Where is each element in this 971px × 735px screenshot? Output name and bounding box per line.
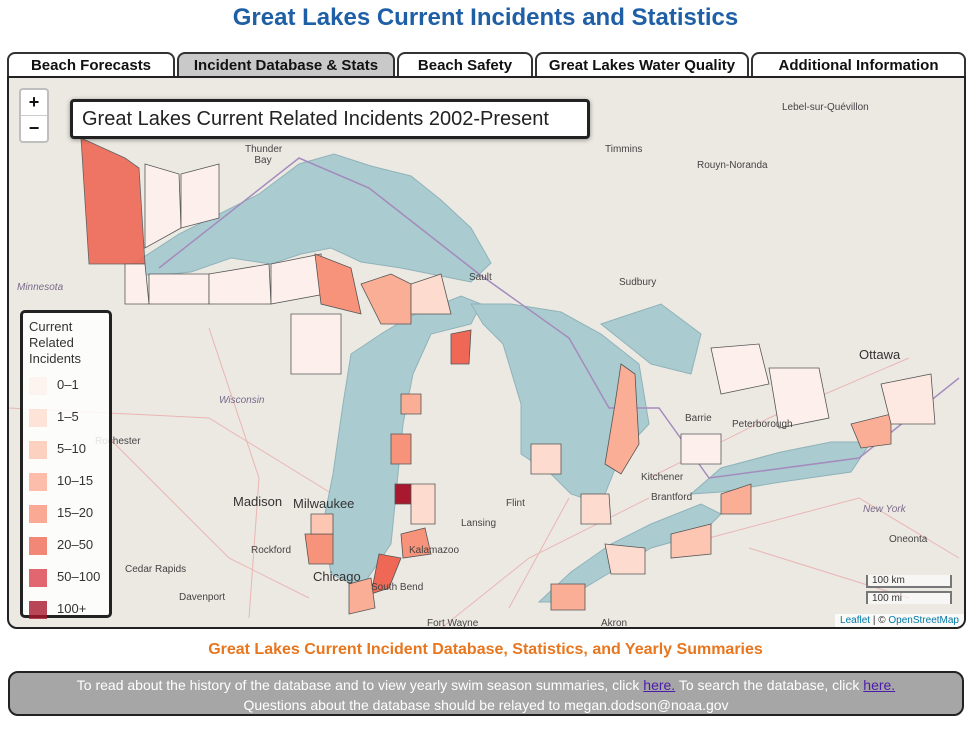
place-label: Madison bbox=[233, 494, 283, 509]
place-label: Rochester bbox=[95, 436, 141, 447]
place-label: Oneonta bbox=[889, 534, 928, 545]
place-label: Cedar Rapids bbox=[125, 564, 187, 575]
scale-km: 100 km bbox=[866, 575, 952, 588]
place-label: Rockford bbox=[251, 545, 292, 556]
tab[interactable]: Great Lakes Water Quality bbox=[535, 52, 749, 76]
map-title: Great Lakes Current Related Incidents 20… bbox=[70, 99, 590, 139]
counties bbox=[80, 137, 936, 615]
place-label: South Bend bbox=[371, 582, 424, 593]
legend-swatch bbox=[29, 441, 47, 459]
osm-link[interactable]: OpenStreetMap bbox=[888, 615, 959, 626]
legend-item: 15–20 bbox=[29, 501, 103, 533]
info-box: To read about the history of the databas… bbox=[8, 671, 964, 716]
place-label: New York bbox=[863, 504, 906, 515]
attribution-sep: | © bbox=[872, 615, 886, 626]
map[interactable]: + − Great Lakes Current Related Incident… bbox=[7, 76, 966, 629]
place-label: Chicago bbox=[313, 569, 361, 584]
legend-swatch bbox=[29, 473, 47, 491]
tab-active[interactable]: Incident Database & Stats bbox=[177, 52, 395, 76]
legend-swatch bbox=[29, 409, 47, 427]
info-line: To read about the history of the databas… bbox=[10, 675, 962, 695]
place-label: Barrie bbox=[685, 413, 712, 424]
place-label: Sault bbox=[469, 272, 492, 283]
roads bbox=[9, 327, 960, 627]
zoom-control: + − bbox=[19, 88, 49, 143]
place-label: Peterborough bbox=[732, 419, 793, 430]
attribution: Leaflet | © OpenStreetMap bbox=[835, 614, 964, 627]
place-label: Brantford bbox=[651, 492, 693, 503]
info-text: To read about the history of the databas… bbox=[76, 677, 640, 693]
legend: Current Related Incidents 0–1 1–5 5–10 10–1… bbox=[20, 310, 112, 619]
scale-mi: 100 mi bbox=[866, 591, 952, 604]
place-label: Ottawa bbox=[859, 347, 901, 362]
legend-label: 0–1 bbox=[57, 377, 79, 392]
legend-swatch bbox=[29, 601, 47, 619]
legend-item: 5–10 bbox=[29, 437, 103, 469]
place-label: Milwaukee bbox=[293, 496, 355, 511]
place-label: Minnesota bbox=[17, 282, 64, 293]
zoom-in[interactable]: + bbox=[28, 92, 40, 112]
place-label: Rouyn-Noranda bbox=[697, 160, 768, 171]
legend-item: 20–50 bbox=[29, 533, 103, 565]
legend-swatch bbox=[29, 505, 47, 523]
legend-item: 1–5 bbox=[29, 405, 103, 437]
place-label: Lebel-sur-Quévillon bbox=[782, 102, 869, 113]
legend-label: 20–50 bbox=[57, 537, 94, 552]
place-label: Thunder Bay bbox=[245, 144, 283, 166]
place-label: Flint bbox=[506, 498, 525, 509]
legend-item: 10–15 bbox=[29, 469, 103, 501]
tab[interactable]: Additional Information bbox=[751, 52, 966, 76]
place-label: Timmins bbox=[605, 144, 643, 155]
contact-line: Questions about the database should be r… bbox=[243, 697, 729, 713]
border bbox=[158, 157, 960, 479]
legend-label: 15–20 bbox=[57, 505, 94, 520]
map-canvas bbox=[9, 137, 960, 627]
legend-swatch bbox=[29, 569, 47, 587]
subtitle: Great Lakes Current Incident Database, S… bbox=[208, 641, 763, 658]
legend-item: 0–1 bbox=[29, 373, 103, 405]
place-label: Lansing bbox=[461, 518, 497, 529]
info-text: To search the database, click bbox=[678, 677, 860, 693]
place-label: Sudbury bbox=[619, 277, 657, 288]
search-link[interactable]: here. bbox=[863, 677, 896, 693]
page-title: Great Lakes Current Incidents and Statis… bbox=[232, 4, 739, 31]
tab[interactable]: Beach Forecasts bbox=[7, 52, 175, 76]
place-label: Kalamazoo bbox=[409, 545, 460, 556]
legend-label: 5–10 bbox=[57, 441, 86, 456]
legend-label: 1–5 bbox=[57, 409, 79, 424]
history-link[interactable]: here. bbox=[643, 677, 676, 693]
legend-title: Current Related Incidents bbox=[29, 319, 82, 366]
legend-item: 50–100 bbox=[29, 565, 103, 597]
place-label: Wisconsin bbox=[219, 395, 265, 406]
legend-swatch bbox=[29, 377, 47, 395]
legend-label: 50–100 bbox=[57, 569, 101, 584]
legend-label: 100+ bbox=[57, 601, 87, 616]
legend-item: 100+ bbox=[29, 597, 103, 627]
legend-label: 10–15 bbox=[57, 473, 94, 488]
place-label: Kitchener bbox=[641, 472, 684, 483]
place-label: Fort Wayne bbox=[427, 618, 479, 629]
zoom-out[interactable]: − bbox=[21, 115, 47, 141]
tab[interactable]: Beach Safety bbox=[397, 52, 533, 76]
place-label: Akron bbox=[601, 618, 628, 629]
legend-swatch bbox=[29, 537, 47, 555]
leaflet-link[interactable]: Leaflet bbox=[840, 615, 871, 626]
place-label: Davenport bbox=[179, 592, 226, 603]
